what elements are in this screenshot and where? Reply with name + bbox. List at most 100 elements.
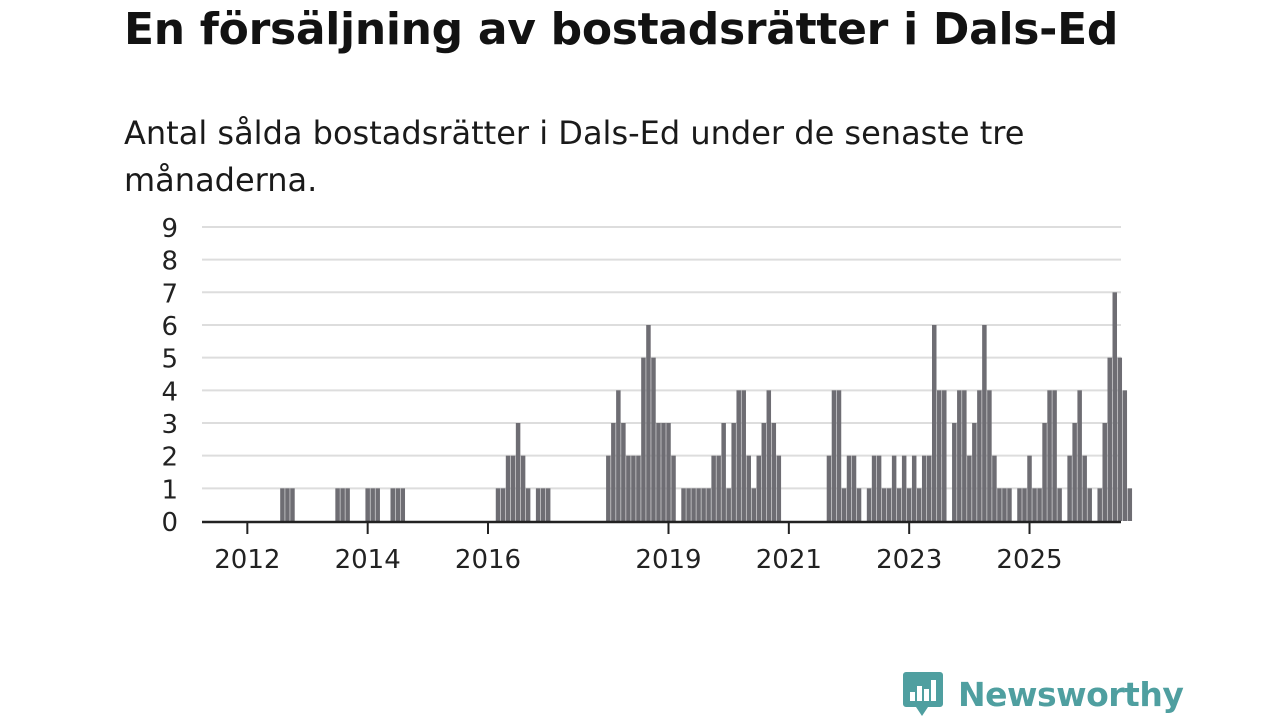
bar xyxy=(957,390,962,521)
bar xyxy=(1057,488,1062,521)
bar xyxy=(1002,488,1007,521)
bar xyxy=(280,488,285,521)
bars xyxy=(280,292,1133,521)
bar xyxy=(962,390,967,521)
bar xyxy=(982,324,987,521)
bar xyxy=(646,324,651,521)
y-tick-label: 4 xyxy=(161,377,178,407)
y-tick-label: 9 xyxy=(161,214,178,244)
bar xyxy=(626,455,631,521)
x-tick-label: 2014 xyxy=(335,545,401,575)
bar xyxy=(1042,422,1047,521)
bar xyxy=(335,488,340,521)
bar xyxy=(1122,390,1128,521)
bar xyxy=(952,422,957,521)
bar xyxy=(846,455,852,521)
newsworthy-logo-icon xyxy=(903,672,943,716)
bar xyxy=(1117,357,1123,521)
bar xyxy=(841,488,847,521)
bar xyxy=(921,455,927,521)
bar xyxy=(500,488,506,521)
bar xyxy=(716,455,721,521)
bar xyxy=(1097,488,1102,521)
bar xyxy=(540,488,546,521)
y-tick-label: 3 xyxy=(161,410,178,440)
bar xyxy=(365,488,370,521)
y-tick-label: 2 xyxy=(161,443,178,473)
x-tick-label: 2023 xyxy=(876,545,942,575)
bar xyxy=(906,488,912,521)
bar xyxy=(751,488,756,521)
bar xyxy=(520,455,526,521)
chart-subtitle: Antal sålda bostadsrätter i Dals-Ed unde… xyxy=(124,114,1025,199)
bar xyxy=(656,422,661,521)
bar xyxy=(741,390,746,521)
bar xyxy=(691,488,696,521)
bar xyxy=(686,488,691,521)
bar xyxy=(606,455,611,521)
bar xyxy=(896,488,902,521)
bar xyxy=(972,422,977,521)
bar xyxy=(696,488,701,521)
bar xyxy=(641,357,646,521)
x-tick-label: 2012 xyxy=(214,545,280,575)
bar xyxy=(1032,488,1037,521)
bar xyxy=(1052,390,1057,521)
bar xyxy=(616,390,621,521)
bar xyxy=(681,488,686,521)
data-labels: 1 xyxy=(1128,0,1142,6)
bar xyxy=(901,455,907,521)
bar xyxy=(731,422,736,521)
bar xyxy=(766,390,772,521)
bar xyxy=(290,488,295,521)
y-tick-label: 8 xyxy=(161,247,178,277)
bar xyxy=(771,422,777,521)
bar xyxy=(881,488,887,521)
bar xyxy=(856,488,862,521)
bar xyxy=(671,455,676,521)
bar xyxy=(926,455,932,521)
bar xyxy=(375,488,380,521)
bar xyxy=(826,455,832,521)
bar xyxy=(831,390,837,521)
x-tick-label: 2019 xyxy=(635,545,701,575)
bar xyxy=(535,488,541,521)
bar xyxy=(997,488,1002,521)
bar xyxy=(510,455,516,521)
bar xyxy=(977,390,982,521)
bar xyxy=(987,390,992,521)
brand-name: Newsworthy xyxy=(958,674,1184,714)
y-tick-label: 6 xyxy=(161,312,178,342)
bar xyxy=(761,422,767,521)
bar xyxy=(1082,455,1087,521)
bar xyxy=(636,455,641,521)
bar xyxy=(666,422,671,521)
bar xyxy=(911,455,917,521)
bar xyxy=(1067,455,1072,521)
chart-title: En försäljning av bostadsrätter i Dals-E… xyxy=(124,4,1119,55)
bar xyxy=(851,455,857,521)
bar xyxy=(746,455,751,521)
bar xyxy=(736,390,741,521)
bar xyxy=(721,422,726,521)
bar xyxy=(711,455,716,521)
bar xyxy=(1102,422,1107,521)
bar xyxy=(495,488,501,521)
bar xyxy=(1037,488,1042,521)
bar xyxy=(886,488,892,521)
x-axis-ticks: 2012 2014 2016 2019 2021 2023 2025 xyxy=(214,521,1063,575)
bar xyxy=(967,455,972,521)
bar xyxy=(866,488,872,521)
bar xyxy=(285,488,290,521)
bar xyxy=(726,488,731,521)
y-tick-label: 5 xyxy=(161,345,178,375)
bar xyxy=(776,455,782,521)
bar xyxy=(932,324,937,521)
highlight-value-label: 1 xyxy=(1128,0,1142,6)
bar xyxy=(756,455,762,521)
x-tick-label: 2021 xyxy=(756,545,822,575)
bar xyxy=(701,488,706,521)
bar xyxy=(651,357,656,521)
bar xyxy=(631,455,636,521)
